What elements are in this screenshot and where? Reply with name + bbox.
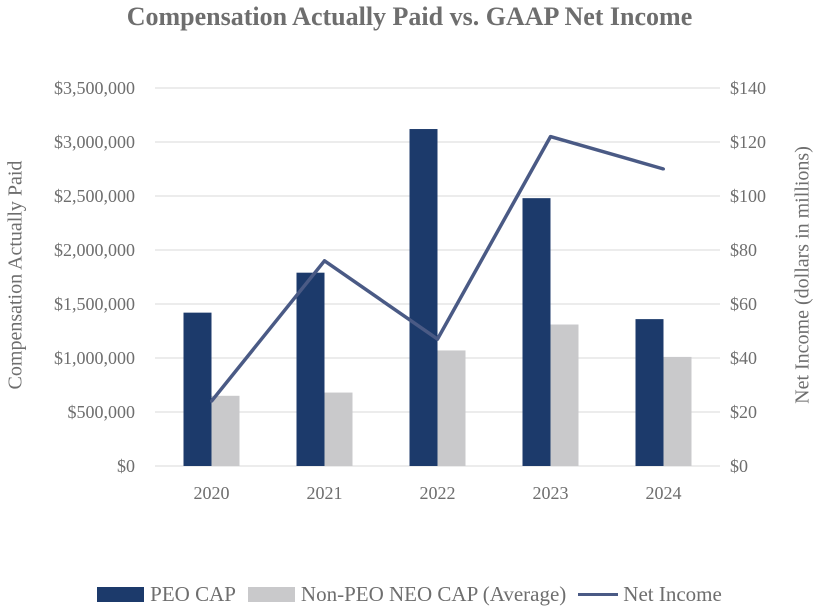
x-tick-label: 2020 [194, 483, 230, 503]
y-tick-label-left: $2,500,000 [54, 186, 135, 206]
legend-swatch-net-income [578, 592, 619, 596]
legend: PEO CAP Non-PEO NEO CAP (Average) Net In… [0, 580, 819, 608]
y-tick-label-right: $0 [730, 456, 748, 476]
y-tick-label-left: $1,500,000 [54, 294, 135, 314]
y-tick-label-right: $100 [730, 186, 766, 206]
y-tick-label-right: $60 [730, 294, 757, 314]
legend-item-neo-cap: Non-PEO NEO CAP (Average) [247, 581, 567, 607]
bar-neo-cap [550, 324, 579, 466]
x-tick-label: 2023 [533, 483, 569, 503]
legend-swatch-neo-cap [247, 586, 295, 602]
bar-neo-cap [663, 356, 692, 466]
y-tick-label-left: $0 [117, 456, 135, 476]
bar-neo-cap [437, 350, 466, 466]
bar-peo-cap [409, 129, 438, 467]
bar-peo-cap [296, 272, 325, 466]
y-tick-label-right: $20 [730, 402, 757, 422]
y-axis-title-right: Net Income (dollars in millions) [791, 146, 814, 404]
bar-peo-cap [522, 198, 551, 466]
y-tick-label-left: $3,000,000 [54, 132, 135, 152]
legend-item-peo-cap: PEO CAP [97, 582, 236, 607]
legend-item-net-income: Net Income [578, 582, 722, 607]
point-net-income [210, 399, 213, 403]
y-tick-label-left: $500,000 [68, 402, 136, 422]
y-tick-label-right: $140 [730, 78, 766, 98]
point-net-income [662, 167, 665, 171]
x-tick-label: 2021 [307, 483, 343, 503]
y-tick-label-right: $80 [730, 240, 757, 260]
bar-peo-cap [635, 319, 664, 466]
legend-label-net-income: Net Income [623, 581, 722, 606]
point-net-income [436, 337, 439, 341]
x-tick-label: 2024 [646, 483, 682, 503]
y-tick-label-left: $3,500,000 [54, 78, 135, 98]
legend-swatch-peo-cap [97, 586, 145, 602]
point-net-income [323, 259, 326, 263]
chart-title: Compensation Actually Paid vs. GAAP Net … [126, 2, 693, 31]
legend-label-neo-cap: Non-PEO NEO CAP (Average) [300, 581, 567, 606]
y-axis-title-left: Compensation Actually Paid [4, 160, 27, 390]
bar-peo-cap [183, 312, 212, 466]
y-tick-label-left: $2,000,000 [54, 240, 135, 260]
legend-label-peo-cap: PEO CAP [150, 581, 236, 606]
point-net-income [549, 135, 552, 139]
y-tick-label-right: $40 [730, 348, 757, 368]
bar-neo-cap [324, 392, 353, 466]
y-tick-label-left: $1,000,000 [54, 348, 135, 368]
bar-neo-cap [211, 395, 240, 466]
x-tick-label: 2022 [420, 483, 456, 503]
y-tick-label-right: $120 [730, 132, 766, 152]
